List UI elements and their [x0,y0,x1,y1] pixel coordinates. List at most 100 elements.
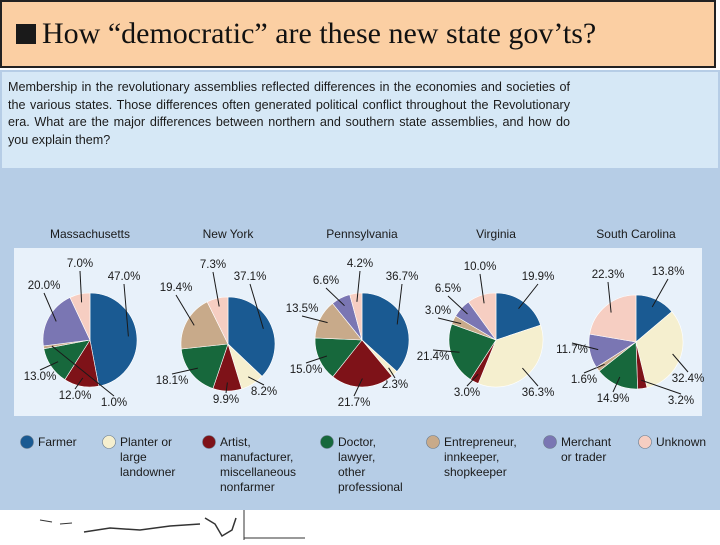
data-label: 10.0% [464,261,497,273]
legend-label: Farmer [38,435,77,449]
legend-item: Doctor, lawyer, other professional [320,435,403,494]
label-leader [612,376,621,393]
label-leader [518,283,539,310]
legend-swatch [543,435,557,449]
data-label: 3.0% [454,387,480,399]
data-label: 36.3% [522,387,555,399]
question-box: Membership in the revolutionary assembli… [2,72,718,168]
data-label: 19.4% [160,282,193,294]
map-fragment [0,510,720,540]
data-label: 11.7% [556,344,588,356]
legend-swatch [202,435,216,449]
pie-slice [589,294,637,343]
pie-slice [180,301,229,350]
pie-slice [448,323,497,380]
label-leader [305,355,328,364]
pie-virginia: Virginia 19.9% 36.3% 3.0% 21.4% 3.0% 6.5%10.0% [417,227,555,399]
data-label: 37.1% [234,271,267,283]
question-text: Membership in the revolutionary assembli… [8,80,570,147]
pie-title: Massachusetts [50,227,130,241]
label-leader [651,278,669,308]
label-leader [607,281,612,313]
pie-pennsylvania: Pennsylvania 36.7% 2.3% 21.7% 15.0% 13.5% 6.6%… [286,227,419,409]
label-leader [466,373,479,387]
pie-title: New York [203,227,255,241]
label-leader [175,294,195,326]
data-label: 21.4% [417,351,450,363]
data-label: 7.0% [67,258,93,270]
legend-label: Artist, manufacturer, miscellaneous nonfarm… [220,435,296,494]
label-leader [39,361,59,371]
legend-label: Merchant or trader [561,435,612,464]
data-label: 22.3% [592,269,625,281]
legend-item: Unknown [638,435,706,449]
data-label: 1.6% [571,374,597,386]
data-label: 3.0% [425,305,451,317]
label-leader [437,317,462,325]
label-leader [356,270,361,302]
legend-item: Farmer [20,435,77,449]
label-leader [571,342,599,351]
bullet-square-icon [16,24,36,44]
pie-chart-figure: Membership in the revolutionary assembli… [0,70,720,510]
label-leader [247,376,265,386]
slide-title-bar: How “democratic” are these new state gov… [0,0,716,68]
pie-new-york: New York 37.1% 8.2% 9.9% 18.1% 19.4% 7.3% [156,227,277,406]
data-label: 20.0% [28,280,61,292]
data-label: 6.5% [435,283,461,295]
label-leader [51,345,115,397]
label-leader [396,283,403,325]
label-leader [672,353,689,373]
label-leader [212,271,220,307]
legend-item: Planter or large landowner [102,435,175,479]
pie-slice [467,292,497,341]
pie-title: Pennsylvania [326,227,398,241]
label-leader [171,367,199,375]
pie-slice [180,343,229,389]
data-label: 19.9% [522,271,555,283]
label-leader [249,283,264,329]
legend-item: Entrepreneur, innkeeper, shopkeeper [426,435,517,479]
pie-slice [227,296,276,377]
legend-swatch [426,435,440,449]
label-leader [225,382,228,394]
pie-title: Virginia [476,227,516,241]
legend-item: Merchant or trader [543,435,612,464]
data-label: 6.6% [313,275,339,287]
label-leader [583,363,605,374]
legend-label: Entrepreneur, innkeeper, shopkeeper [444,435,517,479]
data-label: 13.5% [286,303,319,315]
data-label: 7.3% [200,259,226,271]
label-leader [43,292,57,322]
legend-label: Unknown [656,435,706,449]
label-leader [74,377,84,390]
pie-slice [89,292,138,387]
data-label: 3.2% [668,395,694,407]
pie-slice [42,297,91,347]
pie-charts: Massachusetts 47.0% 12.0%13.0% 1.0% 20.0% 7.0… [14,227,706,494]
slide-title: How “democratic” are these new state gov… [42,17,597,50]
data-label: 4.2% [347,258,373,270]
data-label: 8.2% [251,386,277,398]
label-leader [388,367,396,379]
legend-label: Doctor, lawyer, other professional [338,435,403,494]
label-leader [325,287,345,307]
label-leader [447,295,468,315]
pie-south-carolina: South Carolina 13.8% 32.4% 3.2% 14.9%1.6% 11.… [556,227,704,407]
label-leader [479,273,485,304]
data-label: 14.9% [597,393,630,405]
label-leader [79,270,83,303]
data-label: 32.4% [672,373,705,385]
pie-slice [332,339,393,388]
legend-label: Planter or large landowner [120,435,175,479]
pie-slice [69,292,91,341]
map-outline-icon [39,510,305,540]
label-leader [522,367,539,387]
data-label: 2.3% [382,379,408,391]
data-label: 12.0% [59,390,92,402]
data-label: 13.0% [24,371,57,383]
data-label: 9.9% [213,394,239,406]
legend-swatch [320,435,334,449]
pie-title: South Carolina [596,227,676,241]
pie-slice [361,292,410,372]
